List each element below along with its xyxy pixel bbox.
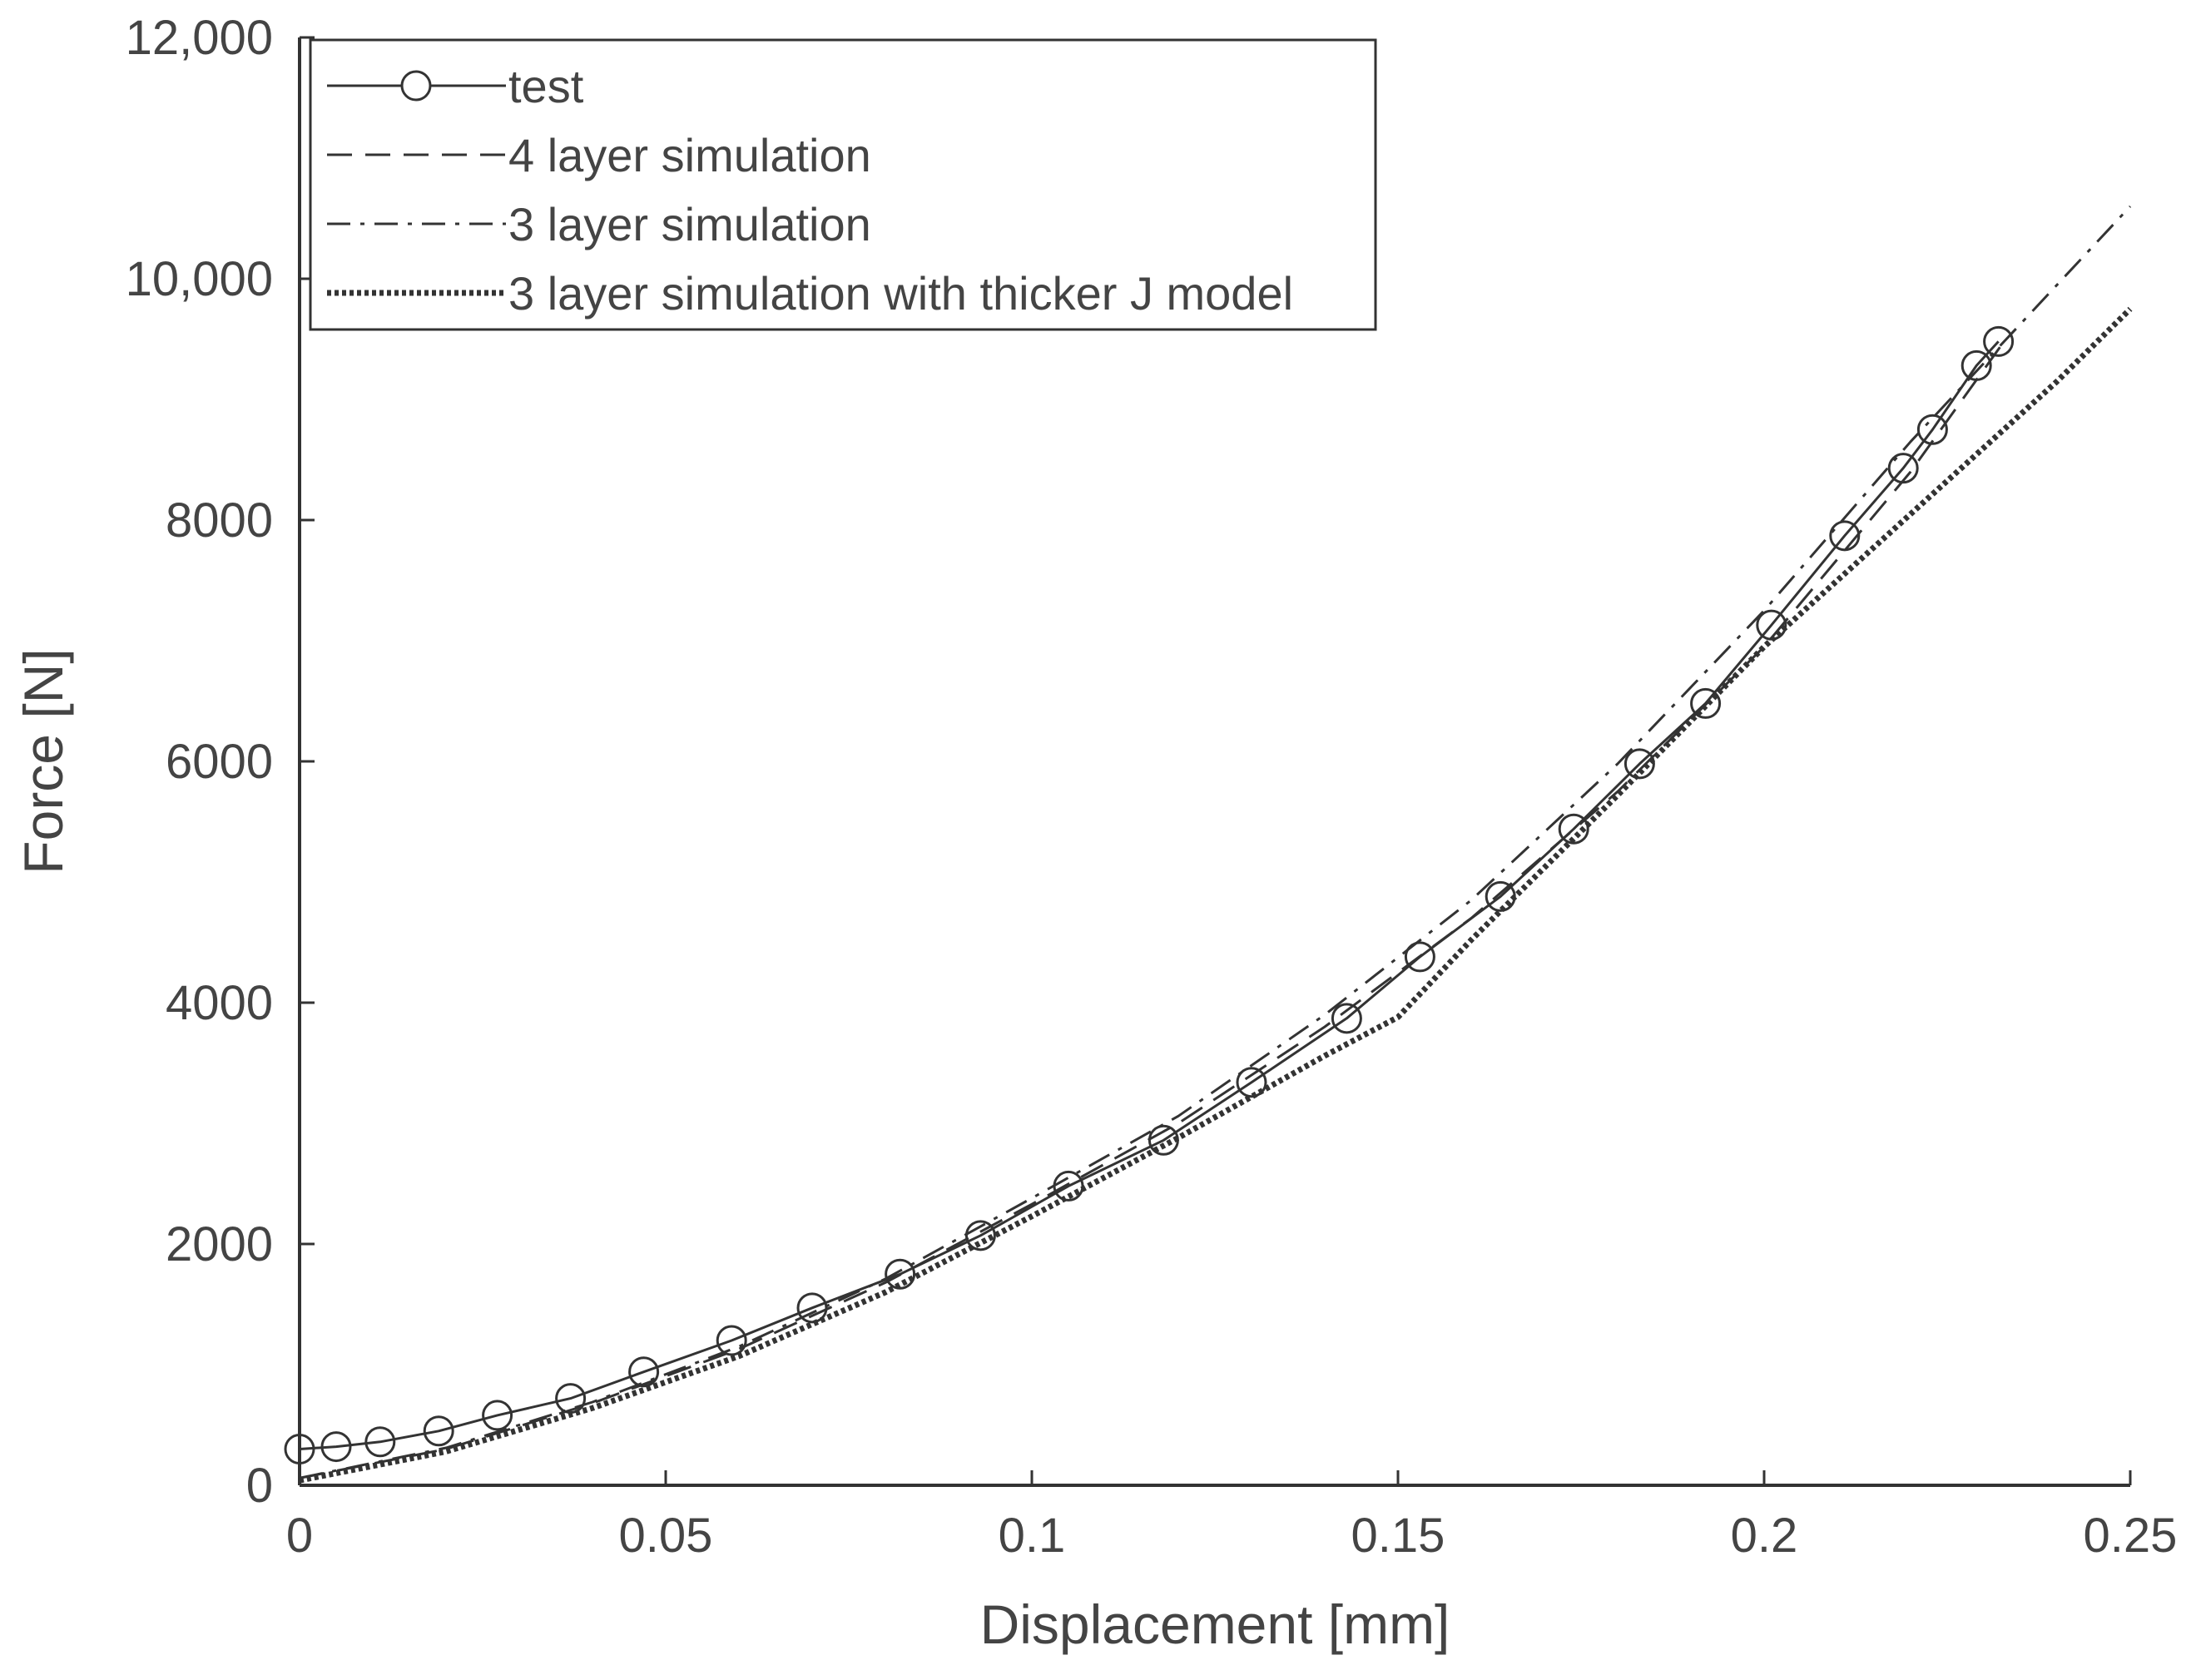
legend-label: 4 layer simulation: [508, 129, 871, 181]
x-tick-label: 0.1: [999, 1509, 1066, 1563]
legend: test 4 layer simulation 3 layer simulation…: [309, 38, 1377, 331]
series-line-2: [299, 205, 2132, 1479]
test-data-point: [1404, 941, 1435, 973]
y-tick-label: 4000: [166, 976, 273, 1030]
test-data-point: [1558, 813, 1589, 845]
test-data-point: [1331, 1003, 1362, 1034]
test-data-point: [796, 1292, 828, 1324]
test-data-point: [1829, 520, 1861, 552]
legend-marker-icon: [400, 70, 432, 102]
series-line-0: [299, 340, 2000, 1450]
test-data-point: [482, 1400, 513, 1431]
test-data-point: [1690, 687, 1722, 719]
test-data-point: [364, 1426, 396, 1458]
y-axis-ticks: 0 2000 4000 6000 8000 10,000 12,000: [126, 11, 315, 1513]
series-line-1: [299, 338, 2007, 1479]
legend-label: 3 layer simulation with thicker J model: [508, 267, 1293, 320]
y-tick-label: 0: [246, 1459, 273, 1513]
x-tick-label: 0.2: [1731, 1509, 1798, 1563]
test-data-point: [628, 1356, 660, 1388]
y-tick-label: 10,000: [126, 252, 273, 306]
x-tick-label: 0: [286, 1509, 313, 1563]
x-tick-label: 0.25: [2084, 1509, 2178, 1563]
y-tick-label: 8000: [166, 493, 273, 548]
test-data-point: [885, 1258, 916, 1290]
test-data-point: [1236, 1067, 1267, 1098]
test-data-point: [716, 1325, 747, 1356]
x-axis-label: Displacement [mm]: [980, 1593, 1450, 1655]
series-lines: [284, 205, 2133, 1484]
y-tick-label: 2000: [166, 1217, 273, 1271]
legend-label: 3 layer simulation: [508, 198, 871, 250]
test-data-point: [1983, 325, 2015, 357]
x-tick-label: 0.15: [1351, 1509, 1445, 1563]
x-tick-label: 0.05: [619, 1509, 713, 1563]
test-data-point: [1916, 414, 1948, 445]
legend-label: test: [508, 60, 584, 112]
test-data-point: [284, 1434, 315, 1464]
test-data-point: [1623, 748, 1655, 780]
legend-box: [309, 38, 1377, 331]
x-axis-ticks: 0 0.05 0.1 0.15 0.2 0.25: [286, 1470, 2178, 1563]
y-tick-label: 6000: [166, 735, 273, 789]
y-tick-label: 12,000: [126, 11, 273, 65]
y-axis-label: Force [N]: [12, 648, 74, 874]
test-data-point: [320, 1431, 352, 1463]
test-data-point: [423, 1415, 454, 1447]
series-line-3: [299, 306, 2133, 1484]
